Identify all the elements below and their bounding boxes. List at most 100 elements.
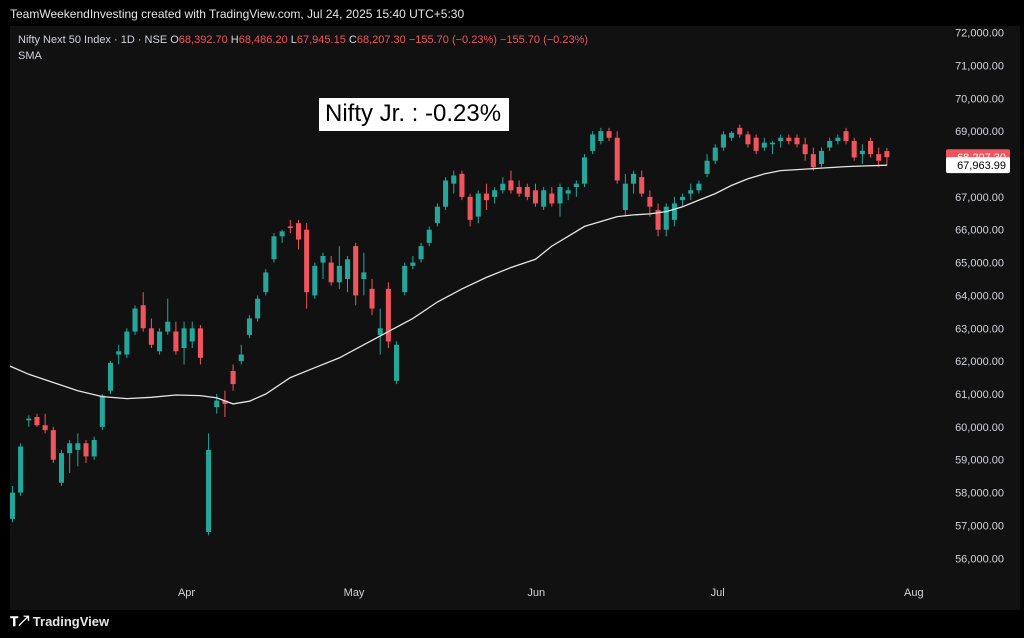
candle: [451, 170, 457, 194]
candle: [116, 344, 122, 365]
candle-body: [524, 187, 530, 197]
candle: [794, 134, 800, 148]
annotation-label[interactable]: Nifty Jr. : -0.23%: [319, 98, 510, 131]
candle: [255, 295, 261, 322]
candle: [385, 282, 391, 348]
candle-body: [328, 262, 334, 283]
close-value: 68,207.30: [356, 34, 406, 46]
candle: [688, 183, 694, 201]
candle: [173, 321, 179, 355]
candle-body: [451, 175, 457, 184]
candle-body: [737, 127, 743, 135]
close-label: C: [348, 34, 357, 46]
candle: [663, 203, 669, 237]
candle: [614, 131, 620, 184]
candle: [394, 341, 400, 385]
price-tick-label: 57,000.00: [955, 520, 1004, 532]
candle-body: [688, 190, 694, 194]
price-tick-label: 64,000.00: [955, 290, 1004, 302]
candle: [876, 147, 882, 168]
candle: [573, 180, 579, 197]
chart-panel[interactable]: [10, 26, 1020, 610]
candle-body: [475, 193, 481, 217]
time-tick-label: Jul: [711, 587, 725, 599]
candle-body: [655, 210, 661, 230]
candle-body: [230, 371, 236, 385]
tradingview-brand[interactable]: 𝐓↗ TradingView: [10, 614, 109, 630]
candle: [75, 433, 81, 467]
candle-body: [173, 331, 179, 352]
candle-body: [304, 229, 310, 293]
candle-body: [75, 443, 81, 450]
candle: [655, 203, 661, 237]
price-tick-label: 60,000.00: [955, 422, 1004, 434]
candle-body: [9, 492, 15, 519]
candle: [606, 127, 612, 141]
footer-bar: [0, 610, 1024, 638]
candle-body: [573, 183, 579, 187]
symbol-name[interactable]: Nifty Next 50 Index · 1D · NSE: [18, 34, 168, 46]
change-value: −155.70 (−0.23%): [408, 34, 497, 46]
price-tick-label: 71,000.00: [955, 60, 1004, 72]
candle-body: [827, 141, 833, 148]
candle: [91, 436, 97, 460]
candle-body: [483, 193, 489, 201]
candle-body: [557, 187, 563, 204]
candle: [328, 256, 334, 286]
candle: [868, 137, 874, 158]
candle: [369, 279, 375, 316]
candle-body: [165, 321, 171, 332]
candle-body: [246, 318, 252, 335]
candle-body: [189, 328, 195, 342]
sma-indicator-label[interactable]: SMA: [18, 50, 42, 62]
candle: [336, 246, 342, 289]
candle-body: [622, 183, 628, 210]
price-axis[interactable]: 56,000.00 57,000.00 58,000.00 59,000.00 60,0…: [955, 28, 1004, 566]
candle: [157, 328, 163, 355]
candle: [622, 173, 628, 217]
candle-body: [26, 418, 32, 421]
candle: [353, 242, 359, 306]
candle: [851, 137, 857, 161]
candle-body: [238, 354, 244, 362]
candle: [581, 154, 588, 187]
candle-body: [181, 328, 187, 348]
candle-body: [794, 137, 800, 145]
candle-body: [124, 331, 130, 355]
candle-body: [42, 425, 48, 431]
candle-body: [696, 183, 702, 191]
candle: [238, 344, 244, 365]
candle: [263, 269, 269, 296]
price-tick-label: 63,000.00: [955, 323, 1004, 335]
price-tick-label: 62,000.00: [955, 356, 1004, 368]
time-tick-label: May: [344, 587, 365, 599]
candle: [492, 187, 498, 204]
candle: [467, 193, 473, 227]
candle-body: [565, 190, 571, 194]
candle: [206, 433, 212, 536]
candle: [132, 305, 138, 335]
candle: [859, 144, 865, 164]
symbol-legend[interactable]: Nifty Next 50 Index · 1D · NSE O68,392.7…: [18, 34, 588, 46]
candle-body: [729, 132, 735, 138]
time-tick-label: Apr: [178, 587, 195, 599]
candle: [189, 321, 195, 348]
candle-body: [663, 206, 669, 230]
brand-label: TradingView: [32, 614, 110, 629]
candle: [426, 226, 432, 247]
candle-body: [720, 134, 726, 148]
candle: [720, 131, 726, 151]
open-value: 68,392.70: [178, 34, 228, 46]
price-tick-label: 61,000.00: [955, 389, 1004, 401]
candle: [312, 262, 318, 299]
candle: [99, 394, 105, 431]
candle: [197, 325, 203, 365]
candle: [320, 252, 326, 279]
time-axis[interactable]: Apr May Jun Jul Aug: [178, 587, 924, 599]
candle-body: [394, 344, 400, 381]
candle: [42, 413, 48, 434]
candle-body: [704, 160, 710, 174]
candle: [810, 147, 816, 171]
candle-body: [18, 446, 24, 493]
